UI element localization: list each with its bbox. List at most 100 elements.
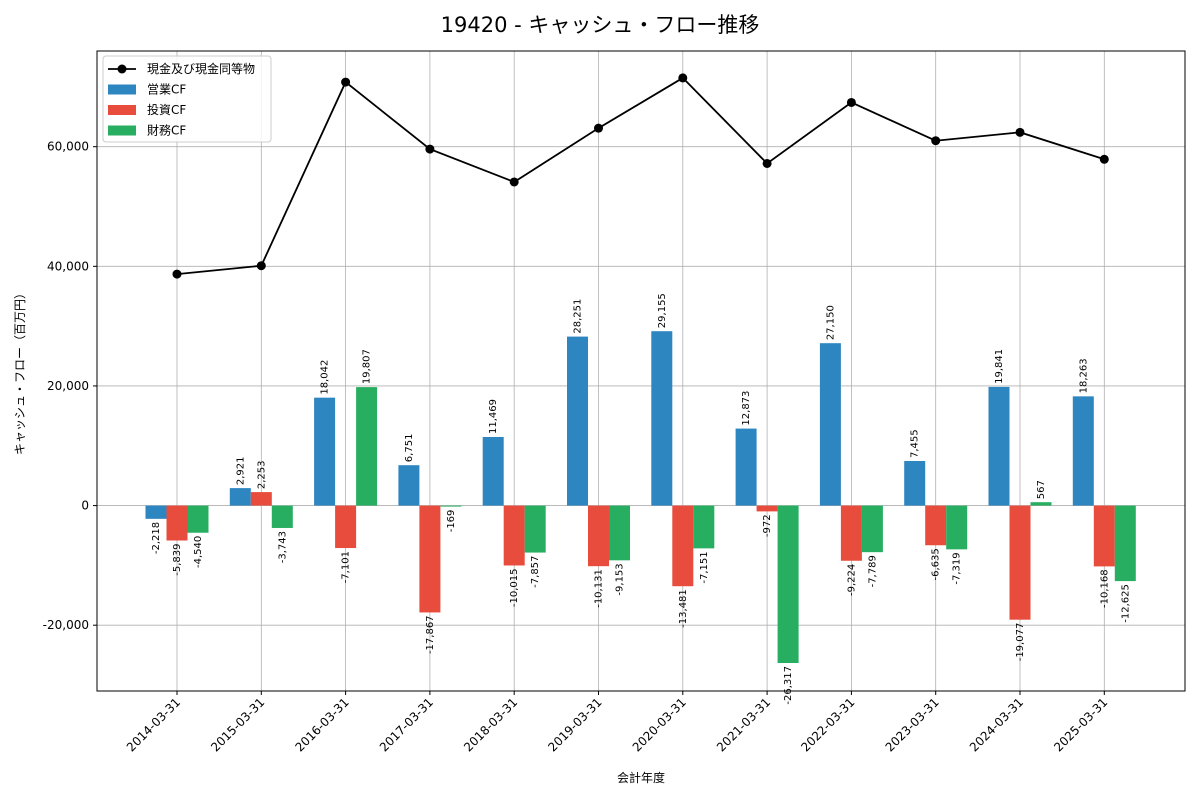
legend-bar-swatch: [108, 105, 136, 115]
bar-data-label: -9,153: [615, 563, 626, 595]
cash-balance-point: [846, 97, 856, 107]
bar-data-label: -13,481: [678, 589, 689, 628]
bar-投資CF: [588, 505, 609, 567]
bar-data-label: -26,317: [783, 666, 794, 705]
bar-財務CF: [440, 505, 462, 507]
bars-layer: [145, 331, 1136, 663]
bar-data-label: 11,469: [488, 399, 499, 434]
bar-投資CF: [1009, 505, 1031, 620]
bar-data-label: 6,751: [404, 434, 415, 463]
x-tick-label: 2016-03-31: [293, 695, 352, 754]
bar-data-label: -6,635: [931, 548, 942, 580]
bar-営業CF: [229, 488, 251, 506]
cash-balance-point: [931, 136, 941, 146]
x-tick-label: 2025-03-31: [1051, 695, 1110, 754]
bar-営業CF: [398, 465, 420, 506]
bar-labels-layer: -2,218 2,921 18,042 6,751 11,469 28,251 29,155…: [151, 293, 1131, 704]
x-tick-label: 2018-03-31: [461, 695, 520, 754]
cash-balance-point: [1015, 127, 1025, 137]
y-tick-label: 20,000: [47, 379, 89, 393]
bar-data-label: -7,789: [867, 555, 878, 587]
bar-投資CF: [840, 505, 862, 561]
cash-balance-point: [762, 158, 772, 168]
bar-営業CF: [314, 397, 336, 506]
bar-data-label: -7,101: [341, 551, 352, 583]
bar-営業CF: [145, 505, 167, 519]
bar-財務CF: [1030, 502, 1052, 506]
bar-営業CF: [1072, 396, 1094, 506]
cash-balance-point: [256, 261, 266, 271]
cash-balance-point: [341, 77, 351, 87]
bar-data-label: -3,743: [277, 531, 288, 563]
bar-投資CF: [756, 505, 778, 512]
cash-balance-point: [678, 73, 688, 83]
bar-data-label: -10,131: [594, 569, 605, 608]
legend-box: [102, 55, 272, 143]
cash-balance-point: [425, 144, 435, 154]
bar-data-label: -17,867: [425, 615, 436, 654]
bar-data-label: 19,841: [994, 349, 1005, 384]
bar-data-label: -19,077: [1015, 623, 1026, 662]
bar-data-label: -10,168: [1099, 569, 1110, 608]
bar-data-label: -7,319: [952, 552, 963, 584]
bar-投資CF: [166, 505, 188, 541]
legend-entry: 投資CF: [147, 102, 186, 117]
bar-営業CF: [651, 331, 673, 506]
x-tick-label: 2022-03-31: [798, 695, 857, 754]
bar-data-label: -9,224: [846, 564, 857, 596]
grid-layer: [97, 51, 1185, 691]
bar-data-label: 27,150: [825, 305, 836, 340]
cash-balance-point: [1099, 154, 1109, 164]
chart-title: 19420 - キャッシュ・フロー推移: [441, 13, 760, 37]
bar-営業CF: [735, 428, 757, 506]
bar-data-label: 18,042: [320, 360, 331, 395]
bar-財務CF: [271, 505, 293, 528]
bar-data-label: 7,455: [910, 429, 921, 458]
bar-data-label: 2,253: [256, 460, 267, 489]
legend-entry: 営業CF: [147, 83, 186, 97]
bar-data-label: -972: [762, 514, 773, 537]
y-tick-label: 60,000: [47, 140, 89, 154]
x-tick-label: 2015-03-31: [208, 695, 267, 754]
x-tick-label: 2017-03-31: [377, 695, 436, 754]
legend-entry: 財務CF: [147, 123, 186, 138]
legend-bar-swatch: [108, 125, 136, 136]
bar-営業CF: [988, 386, 1010, 506]
bar-data-label: -7,151: [699, 551, 710, 583]
cash-balance-point: [172, 269, 182, 279]
legend-entry: 現金及び現金同等物: [147, 61, 255, 76]
bar-data-label: 567: [1036, 480, 1047, 499]
bar-投資CF: [335, 505, 357, 549]
bar-data-label: 12,873: [741, 391, 752, 426]
y-tick-label: -20,000: [43, 618, 89, 632]
y-ticks: -20,000 0 20,000 40,000 60,000: [43, 140, 97, 632]
bar-data-label: 19,807: [362, 349, 373, 384]
bar-data-label: 28,251: [573, 299, 584, 334]
legend-bar-swatch: [108, 84, 136, 95]
x-ticks: 2014-03-31 2015-03-31 2016-03-31 2017-03-31…: [124, 691, 1110, 754]
bar-data-label: 2,921: [235, 456, 246, 485]
y-tick-label: 0: [81, 499, 89, 513]
legend-marker: [117, 64, 127, 74]
cash-line-layer: [172, 73, 1109, 279]
x-tick-label: 2021-03-31: [714, 695, 773, 754]
bar-財務CF: [356, 387, 378, 506]
bar-営業CF: [482, 436, 504, 506]
bar-data-label: -12,625: [1120, 584, 1131, 623]
x-tick-label: 2024-03-31: [967, 695, 1026, 754]
bar-財務CF: [1114, 505, 1136, 582]
bar-財務CF: [777, 505, 799, 663]
x-tick-label: 2014-03-31: [124, 695, 183, 754]
bar-財務CF: [861, 505, 883, 553]
bar-data-label: -2,218: [151, 522, 162, 554]
bar-投資CF: [419, 505, 441, 613]
x-axis-label: 会計年度: [617, 770, 665, 785]
bar-data-label: -169: [446, 510, 457, 533]
bar-data-label: -10,015: [509, 568, 520, 607]
bar-data-label: 29,155: [657, 293, 668, 328]
bar-財務CF: [693, 505, 715, 549]
bar-財務CF: [946, 505, 968, 550]
cash-balance-line: [176, 76, 1105, 275]
bar-data-label: -4,540: [193, 536, 204, 568]
